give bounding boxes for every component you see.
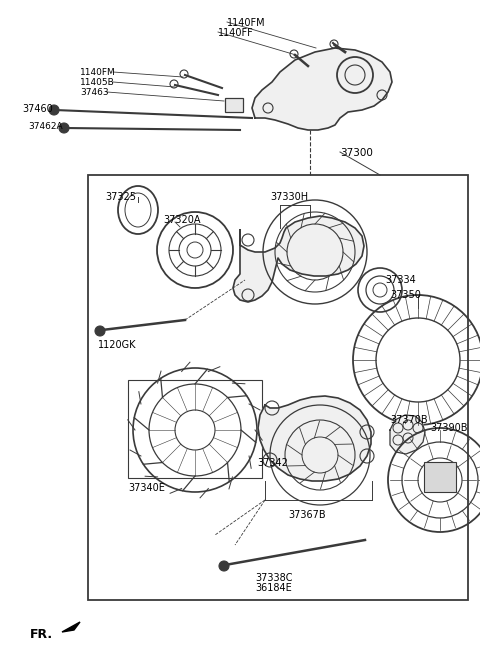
Text: 37463: 37463: [80, 88, 108, 97]
Text: 1140FM: 1140FM: [80, 68, 116, 77]
Text: 11405B: 11405B: [80, 78, 115, 87]
Text: 37320A: 37320A: [163, 215, 201, 225]
Text: 1140FM: 1140FM: [227, 18, 265, 28]
Polygon shape: [233, 216, 364, 302]
Polygon shape: [252, 48, 392, 130]
Bar: [88, 175, 468, 600]
Text: 1120GK: 1120GK: [98, 340, 136, 350]
Polygon shape: [390, 415, 425, 454]
Text: 37367B: 37367B: [288, 510, 325, 520]
Polygon shape: [62, 622, 80, 632]
Text: 37338C: 37338C: [255, 573, 292, 583]
Polygon shape: [258, 396, 371, 481]
Bar: [128, 380, 262, 478]
Text: 36184E: 36184E: [255, 583, 292, 593]
Text: 37460: 37460: [22, 104, 53, 114]
Circle shape: [219, 561, 229, 571]
Text: 37330H: 37330H: [270, 192, 308, 202]
Text: 37325: 37325: [105, 192, 136, 202]
Text: 37300: 37300: [340, 148, 373, 158]
Text: 37370B: 37370B: [390, 415, 428, 425]
Text: 37390B: 37390B: [430, 423, 468, 433]
Text: 37350: 37350: [390, 290, 421, 300]
Text: 37342: 37342: [257, 458, 288, 468]
Circle shape: [59, 123, 69, 133]
Text: FR.: FR.: [30, 628, 53, 641]
Bar: [225, 98, 243, 112]
Text: 37340E: 37340E: [128, 483, 165, 493]
Text: 1140FF: 1140FF: [218, 28, 254, 38]
Bar: [424, 462, 456, 492]
Circle shape: [49, 105, 59, 115]
Text: 37334: 37334: [385, 275, 416, 285]
Circle shape: [95, 326, 105, 336]
Text: 37462A: 37462A: [28, 122, 62, 131]
